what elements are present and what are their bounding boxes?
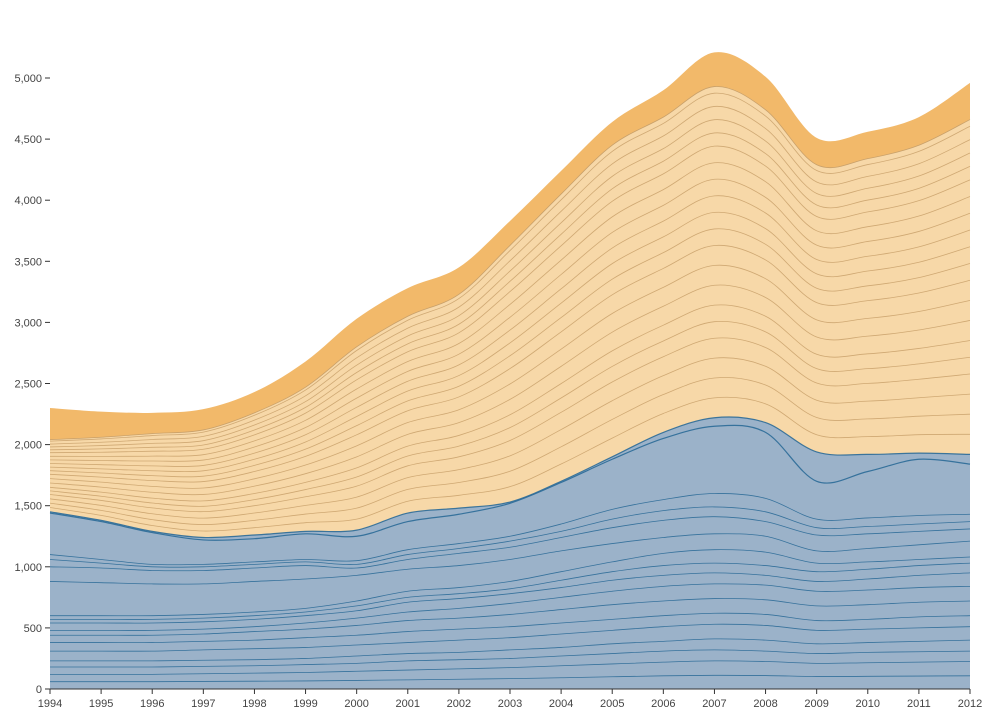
- orange-series-line: [49, 195, 971, 467]
- blue-series-line: [50, 674, 971, 683]
- blue-series-line: [49, 533, 971, 585]
- orange-series-lines: [49, 86, 971, 532]
- y-tick-label: 3,500: [14, 256, 42, 268]
- blue-series-line: [50, 638, 971, 662]
- blue-series-line: [50, 612, 971, 644]
- orange-series-line: [49, 377, 971, 525]
- orange-series-line: [49, 145, 971, 454]
- x-tick-label: 2011: [907, 698, 931, 710]
- blue-series-line: [49, 623, 971, 652]
- orange-series-line: [49, 337, 971, 513]
- blue-series-line: [49, 424, 971, 541]
- orange-series-line: [49, 304, 971, 502]
- y-tick-label: 2,500: [14, 379, 42, 391]
- x-tick-label: 1996: [140, 698, 164, 710]
- orange-series-line: [49, 244, 971, 483]
- blue-series-line: [49, 493, 971, 566]
- blue-series-line: [49, 562, 971, 620]
- x-tick-label: 2004: [549, 698, 573, 710]
- y-tick-label: 2,000: [14, 440, 42, 452]
- x-axis: 1994 1995 1996 1997 1998 1999 2000 2001 2002 2003…: [38, 688, 982, 710]
- orange-series-line: [49, 162, 971, 457]
- orange-series-line: [49, 86, 971, 441]
- x-tick-label: 2006: [651, 698, 675, 710]
- orange-series-line: [49, 132, 971, 451]
- x-tick-label: 2007: [702, 698, 726, 710]
- x-tick-label: 1997: [191, 698, 215, 710]
- x-tick-label: 1999: [293, 698, 317, 710]
- orange-series-line: [49, 357, 971, 519]
- x-tick-label: 1994: [38, 698, 62, 710]
- x-tick-label: 2005: [600, 698, 624, 710]
- y-tick-label: 4,500: [14, 134, 42, 146]
- x-tick-label: 2009: [804, 698, 828, 710]
- blue-series-line: [49, 572, 971, 624]
- y-tick-label: 500: [24, 623, 42, 635]
- x-tick-label: 2000: [344, 698, 368, 710]
- orange-series-line: [49, 211, 971, 473]
- orange-series-line: [49, 178, 971, 462]
- orange-series-line: [49, 119, 971, 448]
- orange-series-line: [49, 284, 971, 496]
- x-tick-label: 2002: [447, 698, 471, 710]
- y-tick-label: 0: [36, 684, 42, 696]
- orange-series-line: [49, 228, 971, 478]
- y-tick-label: 1,000: [14, 562, 42, 574]
- x-tick-label: 1998: [242, 698, 266, 710]
- y-axis: 0 500 1,000 1,500 2,000 2,500 3,000 3,500 4,000 4…: [14, 73, 50, 696]
- blue-series-line: [49, 516, 971, 572]
- x-tick-label: 2008: [753, 698, 777, 710]
- x-tick-label: 2010: [856, 698, 880, 710]
- blue-series-line: [50, 583, 971, 631]
- blue-series-line: [49, 649, 971, 668]
- blue-series-line: [49, 506, 971, 568]
- blue-series-line: [50, 598, 971, 636]
- orange-series-line: [49, 320, 971, 507]
- blue-series-line: [50, 660, 971, 675]
- x-tick-label: 1995: [89, 698, 113, 710]
- x-tick-label: 2003: [498, 698, 522, 710]
- orange-series-line: [49, 106, 971, 445]
- x-tick-label: 2001: [396, 698, 420, 710]
- orange-series-line: [49, 264, 971, 489]
- y-tick-label: 1,500: [14, 501, 42, 513]
- y-tick-label: 4,000: [14, 195, 42, 207]
- area-blue: [50, 416, 970, 689]
- orange-series-line: [49, 92, 971, 442]
- y-tick-label: 3,000: [14, 317, 42, 329]
- y-tick-label: 5,000: [14, 73, 42, 85]
- orange-series-line: [49, 396, 971, 532]
- x-tick-label: 2012: [958, 698, 982, 710]
- blue-series-lines: [49, 416, 971, 683]
- blue-series-line: [50, 549, 971, 617]
- blue-series-line: [49, 416, 971, 539]
